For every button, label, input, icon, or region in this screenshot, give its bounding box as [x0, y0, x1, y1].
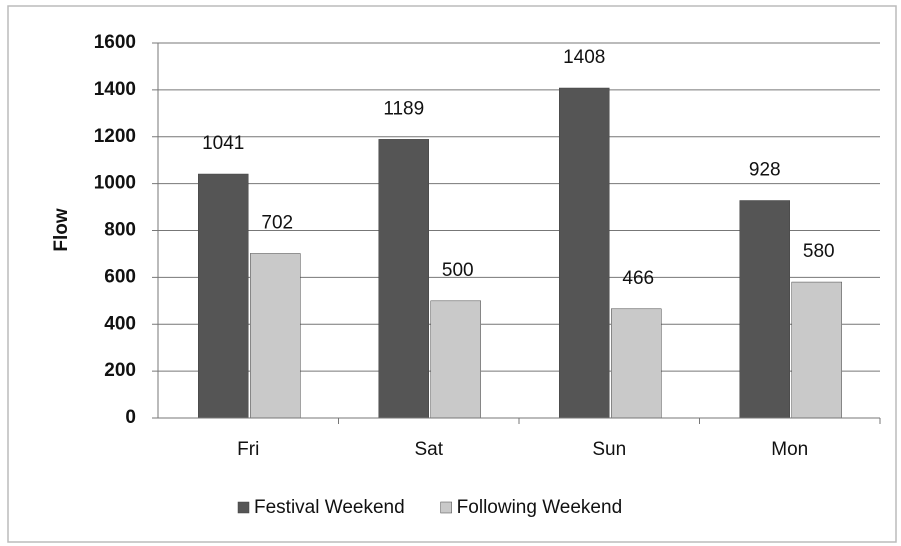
y-tick-label: 800 — [104, 220, 136, 241]
bar — [250, 253, 301, 419]
y-tick-label: 0 — [125, 407, 136, 428]
data-label: 702 — [261, 212, 293, 233]
bar — [611, 308, 662, 419]
y-tick-label: 600 — [104, 266, 136, 287]
y-tick-label: 200 — [104, 360, 136, 381]
y-tick-label: 1400 — [94, 79, 136, 100]
x-tick-label: Sun — [592, 439, 626, 460]
data-label: 580 — [803, 241, 835, 262]
data-label: 1041 — [202, 133, 244, 154]
bar — [198, 173, 249, 419]
data-label: 1189 — [383, 98, 424, 119]
y-tick-label: 1000 — [94, 173, 136, 194]
x-tick-label: Fri — [237, 439, 259, 460]
legend-swatch — [440, 501, 452, 514]
data-label: 466 — [622, 268, 654, 289]
x-tick-label: Mon — [771, 439, 808, 460]
bar — [430, 300, 481, 419]
legend-label: Festival Weekend — [254, 497, 405, 518]
y-axis-label: Flow — [51, 208, 72, 251]
y-tick-label: 400 — [104, 313, 136, 334]
data-label: 1408 — [563, 47, 605, 68]
data-label: 500 — [442, 260, 474, 281]
bar — [559, 87, 610, 419]
y-tick-label: 1600 — [94, 32, 136, 53]
x-tick-label: Sat — [414, 439, 443, 460]
data-label: 928 — [749, 160, 781, 181]
bar — [378, 139, 429, 419]
chart-frame — [7, 5, 897, 543]
legend-label: Following Weekend — [457, 497, 622, 518]
y-tick-label: 1200 — [94, 126, 136, 147]
bar — [791, 281, 842, 419]
bar — [739, 200, 790, 419]
legend-swatch — [237, 501, 250, 514]
